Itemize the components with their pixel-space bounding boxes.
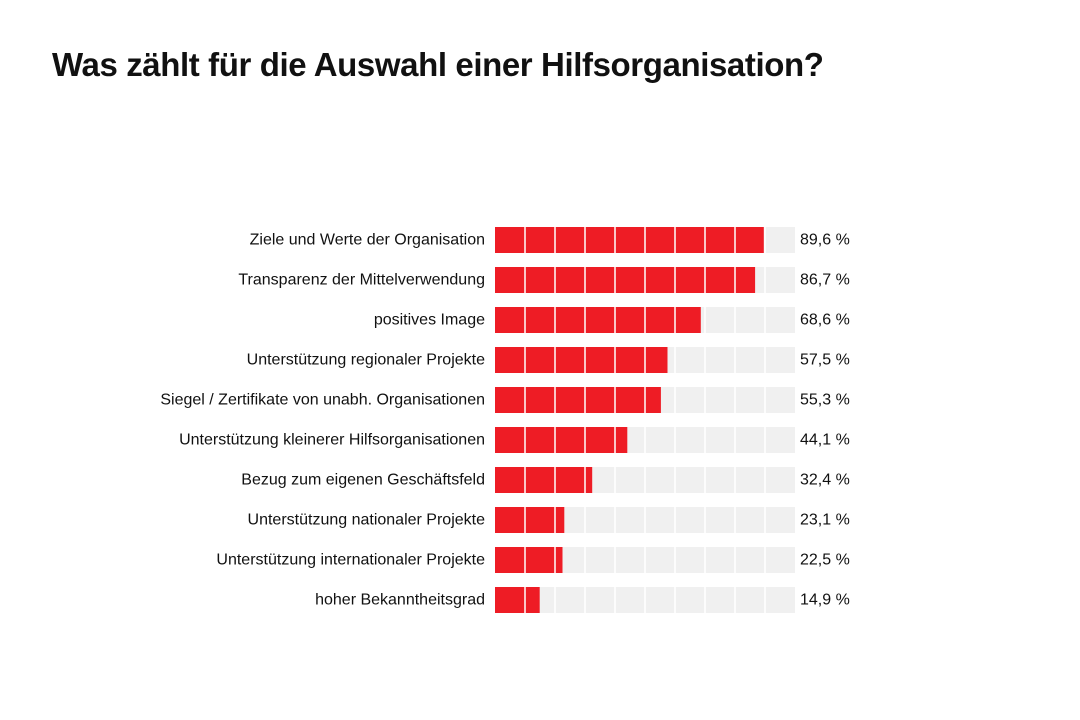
value-label: 44,1 % xyxy=(800,432,850,449)
category-label: hoher Bekanntheitsgrad xyxy=(315,592,485,609)
bar xyxy=(495,347,668,373)
category-label: Bezug zum eigenen Geschäftsfeld xyxy=(241,472,485,489)
value-label: 14,9 % xyxy=(800,592,850,609)
bar xyxy=(495,547,563,573)
value-labels: 89,6 % 86,7 % 68,6 % 57,5 % 55,3 % 44,1 % 32,4… xyxy=(800,232,850,609)
value-label: 22,5 % xyxy=(800,552,850,569)
value-label: 55,3 % xyxy=(800,392,850,409)
bar xyxy=(495,427,628,453)
bar xyxy=(495,467,593,493)
value-label: 68,6 % xyxy=(800,312,850,329)
bar xyxy=(495,267,756,293)
bar xyxy=(495,507,565,533)
segment-dividers xyxy=(524,227,766,613)
value-label: 23,1 % xyxy=(800,512,850,529)
category-label: Ziele und Werte der Organisation xyxy=(250,232,485,249)
value-label: 32,4 % xyxy=(800,472,850,489)
value-label: 57,5 % xyxy=(800,352,850,369)
bar xyxy=(495,387,661,413)
category-labels: Ziele und Werte der Organisation Transpar… xyxy=(160,232,485,609)
category-label: Unterstützung nationaler Projekte xyxy=(248,512,486,529)
bar xyxy=(495,227,764,253)
value-label: 89,6 % xyxy=(800,232,850,249)
bar xyxy=(495,587,540,613)
category-label: Unterstützung kleinerer Hilfsorganisatio… xyxy=(179,432,485,449)
category-label: Unterstützung regionaler Projekte xyxy=(247,352,485,369)
category-label: Siegel / Zertifikate von unabh. Organisa… xyxy=(160,392,485,409)
category-label: Transparenz der Mittelverwendung xyxy=(238,272,485,289)
bar xyxy=(495,307,701,333)
chart-title: Was zählt für die Auswahl einer Hilfsorg… xyxy=(52,46,824,83)
bars xyxy=(495,227,764,613)
category-label: positives Image xyxy=(374,312,485,329)
value-label: 86,7 % xyxy=(800,272,850,289)
category-label: Unterstützung internationaler Projekte xyxy=(216,552,485,569)
